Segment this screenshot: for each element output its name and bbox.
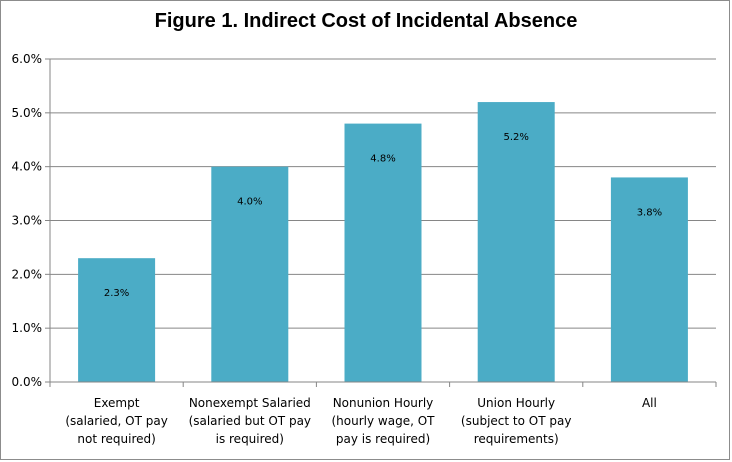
bar (477, 102, 555, 383)
x-tick-label-line: All (641, 396, 657, 410)
x-tick-label-line: (subject to OT pay (460, 414, 572, 428)
x-tick-label-line: Union Hourly (477, 396, 556, 410)
chart-title: Figure 1. Indirect Cost of Incidental Ab… (154, 10, 578, 32)
data-label: 3.8% (637, 207, 662, 218)
x-tick-label: All (583, 394, 715, 412)
bar (344, 123, 422, 382)
y-tick-label: 2.0% (12, 267, 43, 281)
bar (78, 258, 156, 382)
x-tick-label-line: not required) (77, 432, 156, 446)
data-label: 4.8% (370, 154, 395, 165)
x-tick-label-line: (salaried but OT pay (188, 414, 312, 428)
x-tick-label: Exempt (salaried, OT pay not required) (51, 394, 183, 448)
x-tick-label: Nonunion Hourly (hourly wage, OT pay is re… (317, 394, 449, 448)
y-tick-label: 6.0% (12, 52, 43, 66)
x-tick-label-line: is required) (215, 432, 284, 446)
x-tick-label-line: requirements) (473, 432, 559, 446)
y-tick-label: 0.0% (12, 375, 43, 389)
y-tick-label: 1.0% (12, 321, 43, 335)
x-tick-label-line: (salaried, OT pay (65, 414, 168, 428)
x-tick-label: Union Hourly (subject to OT pay requiremen… (450, 394, 582, 448)
data-label: 5.2% (503, 132, 528, 143)
data-label: 4.0% (237, 197, 262, 208)
x-tick-label-line: pay is required) (335, 432, 431, 446)
bar (610, 177, 688, 382)
y-tick-label: 3.0% (12, 214, 43, 228)
y-tick-label: 4.0% (12, 160, 43, 174)
y-tick-label: 5.0% (12, 106, 43, 120)
x-tick-label-line: Nonexempt Salaried (188, 396, 311, 410)
x-tick-label: Nonexempt Salaried (salaried but OT pay is… (184, 394, 316, 448)
x-tick-label-line: Exempt (93, 396, 140, 410)
x-tick-label-line: (hourly wage, OT (331, 414, 435, 428)
bar (211, 166, 289, 382)
x-tick-label-line: Nonunion Hourly (332, 396, 434, 410)
data-label: 2.3% (104, 288, 129, 299)
